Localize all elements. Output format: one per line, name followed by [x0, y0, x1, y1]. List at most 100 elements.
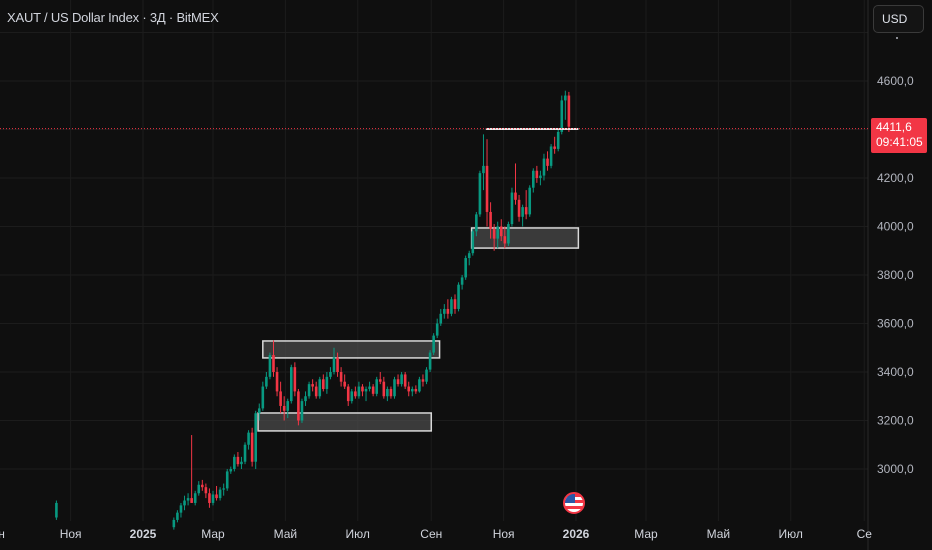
candle-body [453, 299, 457, 309]
candle [350, 388, 354, 404]
candle [567, 91, 571, 132]
y-tick-label: 3200,0 [877, 414, 914, 428]
x-tick-label: Июл [779, 527, 803, 541]
candle [336, 352, 339, 377]
candle-body [432, 335, 435, 353]
candle-body [503, 236, 507, 244]
candle-body [371, 386, 375, 394]
candle-body [517, 199, 521, 217]
candle [354, 386, 357, 399]
candle-body [233, 456, 236, 469]
candle-body [350, 391, 354, 402]
us-flag-icon[interactable] [563, 492, 585, 514]
candle-body [272, 355, 275, 372]
candle [243, 442, 247, 465]
candle [425, 367, 428, 385]
candle [204, 483, 208, 499]
candle-body [478, 173, 482, 215]
candle-body [489, 211, 492, 229]
candle-body [243, 444, 247, 462]
candle-body [254, 413, 257, 462]
candle-body [247, 432, 250, 445]
candle [482, 134, 485, 191]
currency-button[interactable]: USD [873, 5, 924, 33]
candle [414, 385, 418, 394]
candle-body [314, 386, 318, 397]
candle-body [357, 386, 361, 397]
x-tick-label: Июл [346, 527, 370, 541]
candle [485, 139, 489, 227]
candle-body [268, 355, 272, 377]
candle-body [553, 146, 556, 149]
candle [279, 381, 282, 414]
symbol-title: XAUT / US Dollar Index · 3Д · BitMEX [7, 10, 219, 25]
price-zone-rectangle [470, 227, 580, 249]
candle [332, 347, 336, 375]
candle-body [343, 381, 346, 387]
candle [172, 517, 176, 530]
x-tick-label: Май [707, 527, 731, 541]
candle-body [204, 487, 208, 494]
candle-body [421, 379, 425, 382]
candle [467, 250, 471, 266]
candle-body [279, 391, 282, 406]
candle-body [460, 277, 464, 285]
candle [329, 367, 332, 380]
candle [236, 452, 240, 467]
candle [55, 500, 58, 520]
candle-body [475, 214, 478, 232]
candle-body [531, 170, 535, 188]
candle [257, 403, 261, 421]
candle-body [535, 170, 539, 178]
candle [247, 430, 250, 450]
candle [542, 153, 546, 181]
candle-body [428, 352, 432, 370]
candle [528, 185, 532, 217]
candle-body [201, 484, 204, 488]
candle-body [528, 187, 532, 215]
candle [393, 376, 396, 399]
candle-body [403, 374, 407, 387]
candle-body [211, 494, 215, 503]
candle [282, 396, 286, 421]
candle [197, 481, 201, 496]
candle-body [393, 379, 396, 397]
x-tick-label: Ноя [493, 527, 515, 541]
candle-body [250, 432, 254, 462]
candle-body [368, 386, 371, 389]
candle-body [289, 367, 293, 402]
candle [311, 379, 314, 392]
candle [400, 372, 403, 387]
candle-body [542, 158, 546, 176]
candle-body [329, 372, 332, 377]
candle [489, 202, 492, 239]
candle [339, 367, 343, 387]
candle [240, 456, 243, 469]
candle-body [318, 379, 322, 397]
price-zone-rectangle [262, 340, 441, 359]
last-price-label: 4411,6 09:41:05 [871, 118, 927, 153]
y-tick-label: 3600,0 [877, 317, 914, 331]
candle [492, 224, 496, 251]
x-tick-label: 2025 [130, 527, 157, 541]
candle-body [435, 323, 439, 336]
candle [403, 372, 407, 389]
candle [410, 386, 414, 397]
candle [289, 364, 293, 404]
candle [378, 372, 382, 385]
candle-body [297, 391, 300, 421]
candle-body [325, 376, 329, 389]
candle [382, 376, 386, 399]
candle [564, 90, 567, 120]
candle [407, 381, 411, 397]
candle-body [257, 408, 261, 414]
candle [396, 374, 400, 387]
candle-body [222, 488, 225, 490]
candle-body [450, 299, 453, 314]
candle-body [190, 498, 193, 503]
candle-body [560, 100, 564, 132]
candle [322, 374, 325, 392]
candle [314, 381, 318, 399]
candle-body [492, 228, 496, 239]
